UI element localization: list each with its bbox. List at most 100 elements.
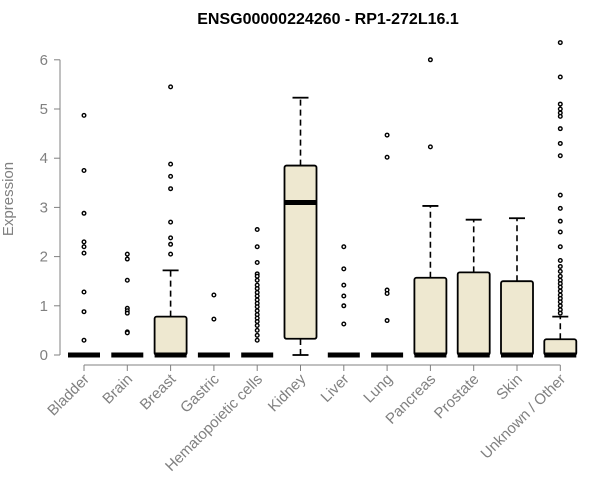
y-axis: 0 1 2 3 4 5 6 [40, 52, 61, 364]
box [283, 164, 318, 340]
outlier-point [254, 277, 260, 283]
outlier-point [168, 241, 174, 247]
outlier-point [168, 161, 174, 167]
outlier-point [168, 235, 174, 241]
box-group [111, 251, 144, 358]
box [456, 271, 491, 356]
outlier-point [168, 84, 174, 90]
outlier-point [81, 250, 87, 256]
outlier-point [124, 251, 130, 257]
outlier-point [168, 251, 174, 257]
box-group [413, 57, 448, 358]
outlier-point [254, 273, 260, 279]
y-tick-label: 5 [40, 101, 48, 118]
box-group [153, 84, 188, 358]
box-group [283, 96, 318, 356]
outlier-point [254, 327, 260, 333]
box-group [543, 40, 578, 358]
outlier-point [254, 260, 260, 266]
outlier-point [168, 173, 174, 179]
outlier-point [211, 316, 217, 322]
box-group [68, 112, 100, 358]
x-tick-label: Breast [137, 370, 180, 413]
box-group [456, 218, 491, 358]
outlier-point [557, 303, 563, 309]
outlier-point [384, 154, 390, 160]
outlier-point [168, 219, 174, 225]
outlier-point [341, 321, 347, 327]
outlier-point [254, 304, 260, 310]
outlier-point [254, 293, 260, 299]
outlier-point [341, 266, 347, 272]
box-group [197, 292, 230, 358]
outlier-point [341, 293, 347, 299]
outlier-point [341, 244, 347, 250]
outlier-point [557, 299, 563, 305]
outlier-point [557, 153, 563, 159]
outlier-point [384, 132, 390, 138]
outlier-point [557, 205, 563, 211]
outlier-point [254, 322, 260, 328]
box-group [327, 244, 360, 358]
outlier-point [557, 74, 563, 80]
outlier-point [557, 310, 563, 316]
outlier-point [557, 140, 563, 146]
x-tick-label: Brain [99, 371, 136, 408]
y-tick-label: 1 [40, 298, 48, 315]
x-tick-label: Skin [493, 371, 526, 404]
box-group [500, 217, 534, 358]
outlier-point [557, 258, 563, 264]
outlier-point [557, 268, 563, 274]
x-tick-label: Prostate [431, 371, 483, 423]
outlier-point [557, 273, 563, 279]
outlier-point [124, 310, 130, 316]
outlier-point [168, 186, 174, 192]
outlier-point [81, 112, 87, 118]
outlier-point [557, 244, 563, 250]
outlier-point [124, 277, 130, 283]
outlier-point [211, 292, 217, 298]
box [500, 280, 534, 356]
outlier-point [254, 332, 260, 338]
box-group [241, 227, 274, 358]
outlier-point [254, 227, 260, 233]
outlier-point [557, 101, 563, 107]
box [413, 276, 448, 356]
x-tick-label: Liver [318, 371, 353, 406]
outlier-point [341, 303, 347, 309]
y-tick-label: 0 [40, 347, 48, 364]
outlier-point [81, 244, 87, 250]
outlier-point [254, 244, 260, 250]
outlier-point [557, 126, 563, 132]
outlier-point [557, 288, 563, 294]
x-tick-label: Kidney [265, 370, 310, 415]
outlier-point [254, 286, 260, 292]
y-axis-label: Expression [0, 162, 17, 236]
outlier-point [557, 113, 563, 119]
outlier-point [81, 289, 87, 295]
boxes [68, 40, 578, 358]
x-tick-label: Bladder [44, 371, 93, 420]
outlier-point [81, 239, 87, 245]
outlier-point [81, 309, 87, 315]
outlier-point [557, 192, 563, 198]
outlier-point [81, 167, 87, 173]
outlier-point [81, 210, 87, 216]
box [153, 315, 188, 356]
outlier-point [254, 319, 260, 325]
outlier-point [557, 263, 563, 269]
outlier-point [427, 144, 433, 150]
outlier-point [124, 330, 130, 336]
outlier-point [557, 106, 563, 112]
chart-title: ENSG00000224260 - RP1-272L16.1 [197, 11, 459, 28]
outlier-point [254, 308, 260, 314]
outlier-point [341, 282, 347, 288]
outlier-point [427, 57, 433, 63]
outlier-point [557, 229, 563, 235]
box-group [371, 132, 404, 358]
x-tick-label: Lung [360, 371, 396, 407]
outlier-point [254, 337, 260, 343]
outlier-point [384, 291, 390, 297]
